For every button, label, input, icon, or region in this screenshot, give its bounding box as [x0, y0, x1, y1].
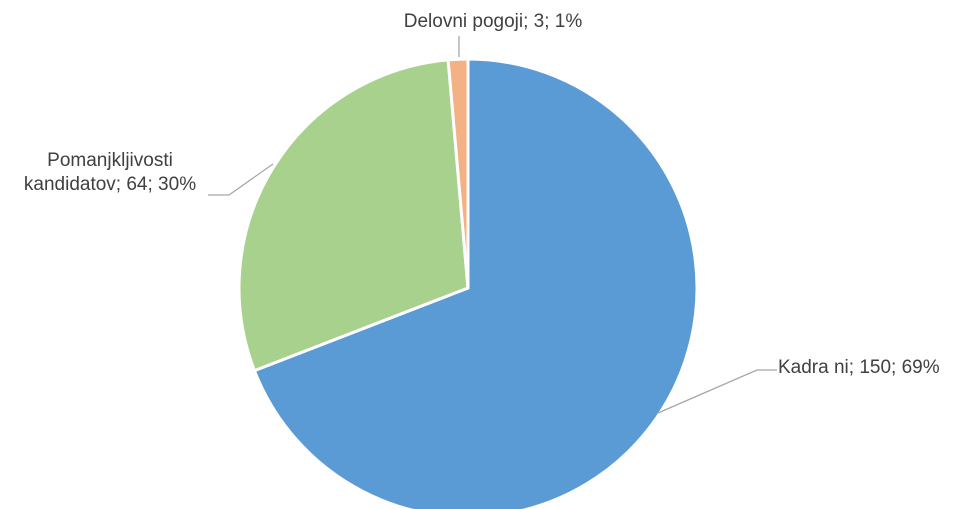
pie-slice-kadra-ni [252, 57, 699, 509]
pie-slice-pomanjkljivosti-kandidatov [237, 58, 470, 373]
leader-line-pomanjkljivosti-kandidatov [208, 163, 274, 196]
pie-slices [237, 57, 699, 509]
data-label-line-2: kandidatov; 64; 30% [23, 174, 197, 195]
leader-lines [208, 36, 777, 414]
leader-line-kadra-ni [657, 369, 777, 414]
data-label-delovni-pogoji: Delovni pogoji; 3; 1% [403, 11, 583, 32]
data-label-kadra-ni: Kadra ni; 150; 69% [778, 357, 940, 378]
data-label-line-1: Pomanjkljivosti [47, 150, 173, 171]
pie-slice-delovni-pogoji [446, 57, 470, 290]
data-label-pomanjkljivosti-kandidatov: Pomanjkljivosti kandidatov; 64; 30% [4, 149, 216, 197]
